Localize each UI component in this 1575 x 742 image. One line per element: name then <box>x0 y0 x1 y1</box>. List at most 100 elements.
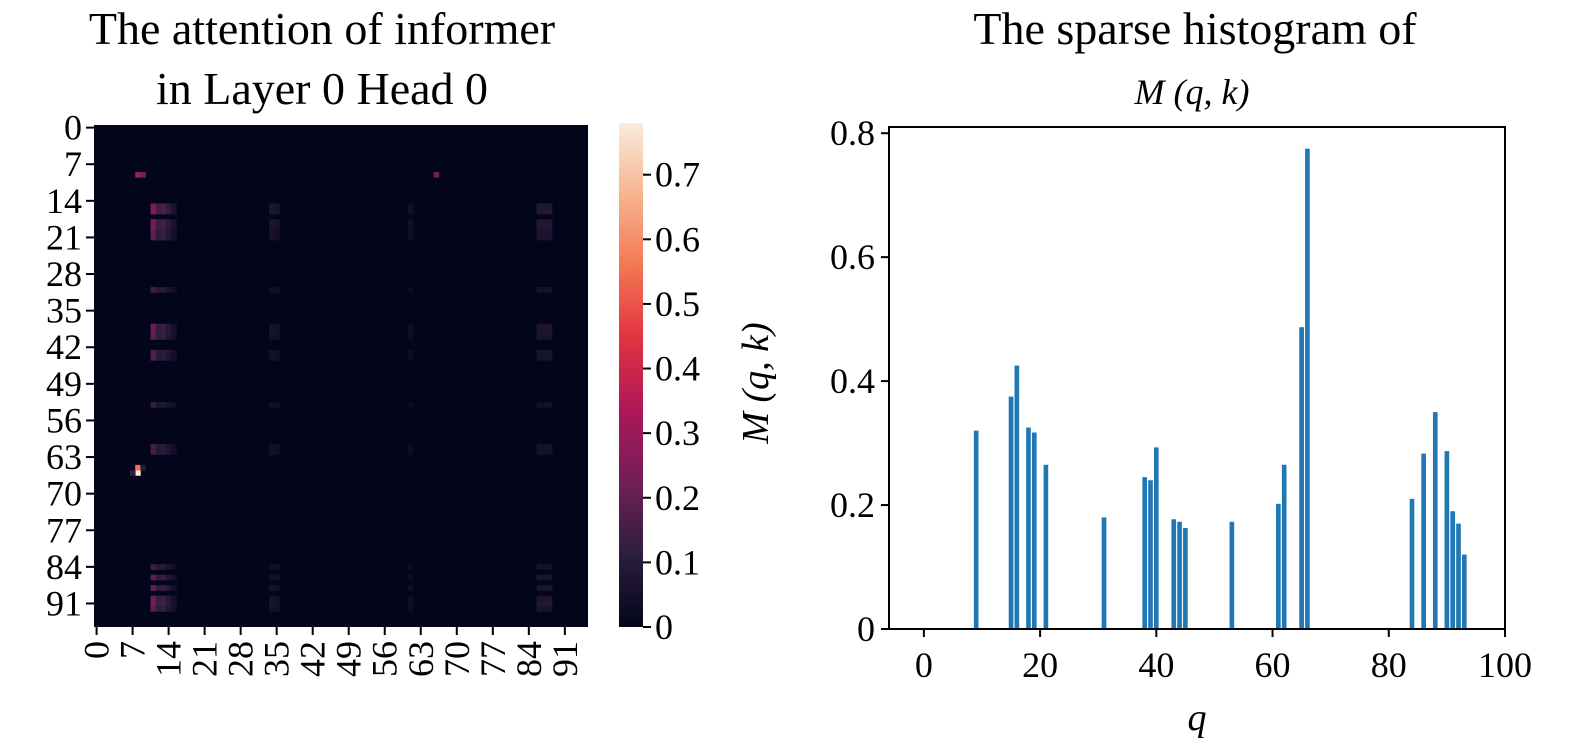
heatmap-cell <box>274 355 280 361</box>
heatmap-x-tick-label: 28 <box>221 641 261 677</box>
heatmap-y-tick-label: 56 <box>46 400 82 440</box>
heatmap-cell <box>546 574 553 581</box>
heatmap-cell <box>150 224 157 230</box>
heatmap-cell <box>171 208 177 215</box>
heatmap-cell <box>541 287 548 293</box>
heatmap-cell <box>155 600 162 607</box>
heatmap-y-tick-label: 28 <box>46 254 82 294</box>
heatmap-cell <box>171 595 177 602</box>
heatmap-x-tick-label: 56 <box>365 641 405 677</box>
heatmap-y-tick-label: 35 <box>46 291 82 331</box>
heatmap-cell <box>150 234 157 241</box>
bar <box>973 430 979 629</box>
heatmap-cell <box>268 224 275 230</box>
heatmap-cell <box>268 606 275 612</box>
heatmap-cell <box>166 234 172 241</box>
heatmap-cell <box>166 574 172 581</box>
heatmap-cell <box>171 224 177 230</box>
bar-series <box>973 148 1467 629</box>
heatmap-cell <box>407 449 414 455</box>
heatmap-cell <box>160 219 167 225</box>
heatmap-cell <box>536 208 543 215</box>
heatmap-x-tick-label: 0 <box>77 641 117 659</box>
colorbar-tick-label: 0.3 <box>655 413 700 453</box>
heatmap-cell <box>166 224 172 230</box>
bar <box>1229 521 1235 629</box>
heatmap-cell <box>536 595 543 602</box>
heatmap-cell <box>274 595 280 602</box>
heatmap-cell <box>536 564 543 570</box>
heatmap-cell <box>171 585 177 591</box>
heatmap-cell <box>171 287 177 293</box>
heatmap-cell <box>274 287 280 293</box>
heatmap-cell <box>155 585 162 591</box>
heatmap-cell <box>407 595 414 602</box>
heatmap-cell <box>541 234 548 241</box>
heatmap-cell <box>407 355 414 361</box>
heatmap-hot-cell <box>135 464 141 471</box>
heatmap-hot-cell <box>433 172 440 178</box>
heatmap-cell <box>160 574 167 581</box>
colorbar <box>619 123 643 627</box>
heatmap-hot-cell <box>140 172 146 178</box>
bar <box>1171 519 1177 629</box>
heatmap-cell <box>160 287 167 293</box>
heatmap-cell <box>546 328 553 335</box>
heatmap-cell <box>171 574 177 581</box>
heatmap-cell <box>536 574 543 581</box>
heatmap-cell <box>166 595 172 602</box>
colorbar-tick-label: 0.4 <box>655 349 700 389</box>
heatmap-cell <box>407 600 414 607</box>
heatmap-cell <box>274 219 280 225</box>
bar <box>1456 523 1461 629</box>
heatmap-cell <box>171 219 177 225</box>
heatmap-cell <box>171 328 177 335</box>
heatmap-cell <box>536 328 543 335</box>
heatmap-cell <box>407 229 414 236</box>
bar <box>1101 517 1107 629</box>
heatmap-cells <box>130 172 553 612</box>
colorbar-tick-label: 0.6 <box>655 219 700 259</box>
heatmap-cell <box>407 203 414 210</box>
bar-x-axis: 0 20 40 60 80 100 <box>915 629 1532 685</box>
heatmap-cell <box>407 323 414 330</box>
heatmap-cell <box>155 234 162 241</box>
heatmap-y-tick-label: 91 <box>46 583 82 623</box>
heatmap-cell <box>536 600 543 607</box>
heatmap-cell <box>407 219 414 225</box>
heatmap-cell <box>155 574 162 581</box>
heatmap-cell <box>546 355 553 361</box>
heatmap-cell <box>166 585 172 591</box>
heatmap-cell <box>541 606 548 612</box>
heatmap-cell <box>536 323 543 330</box>
bar-y-axis: 0 0.2 0.4 0.6 0.8 <box>830 113 889 649</box>
heatmap-cell <box>171 334 177 340</box>
bar-x-tick-label: 40 <box>1138 645 1174 685</box>
heatmap-cell <box>541 219 548 225</box>
heatmap-y-tick-label: 70 <box>46 474 82 514</box>
heatmap-cell <box>536 606 543 612</box>
heatmap-y-tick-label: 77 <box>46 510 82 550</box>
heatmap-cell <box>160 595 167 602</box>
heatmap-cell <box>546 203 553 210</box>
colorbar-label: M (q, k) <box>735 322 777 444</box>
heatmap-cell <box>268 449 275 455</box>
heatmap-cell <box>171 606 177 612</box>
heatmap-cell <box>541 595 548 602</box>
heatmap-cell <box>166 323 172 330</box>
heatmap-cell <box>155 564 162 570</box>
heatmap-cell <box>150 449 157 455</box>
heatmap-cell <box>150 355 157 361</box>
heatmap-cell <box>155 449 162 455</box>
colorbar-axis: 0 0.1 0.2 0.3 0.4 0.5 0.6 0.7 <box>643 155 700 647</box>
heatmap-cell <box>160 449 167 455</box>
heatmap-cell <box>274 574 280 581</box>
heatmap-cell <box>155 208 162 215</box>
colorbar-tick-label: 0.1 <box>655 542 700 582</box>
heatmap-x-tick-label: 84 <box>509 641 549 677</box>
heatmap-cell <box>155 203 162 210</box>
heatmap-cell <box>546 323 553 330</box>
heatmap-cell <box>171 349 177 356</box>
heatmap-cell <box>166 328 172 335</box>
